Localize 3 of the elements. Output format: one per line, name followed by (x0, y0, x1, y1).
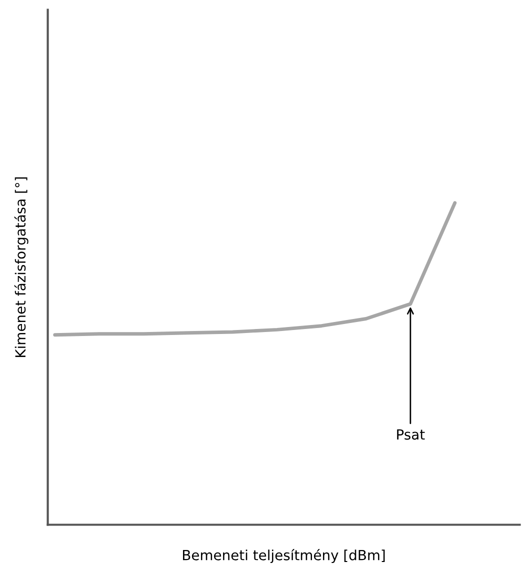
x-axis-title: Bemeneti teljesítmény [dBm] (183, 549, 385, 564)
annotation: Psat (397, 429, 425, 440)
y-axis-title: Kimenet fázisforgatása [°] (14, 177, 28, 357)
